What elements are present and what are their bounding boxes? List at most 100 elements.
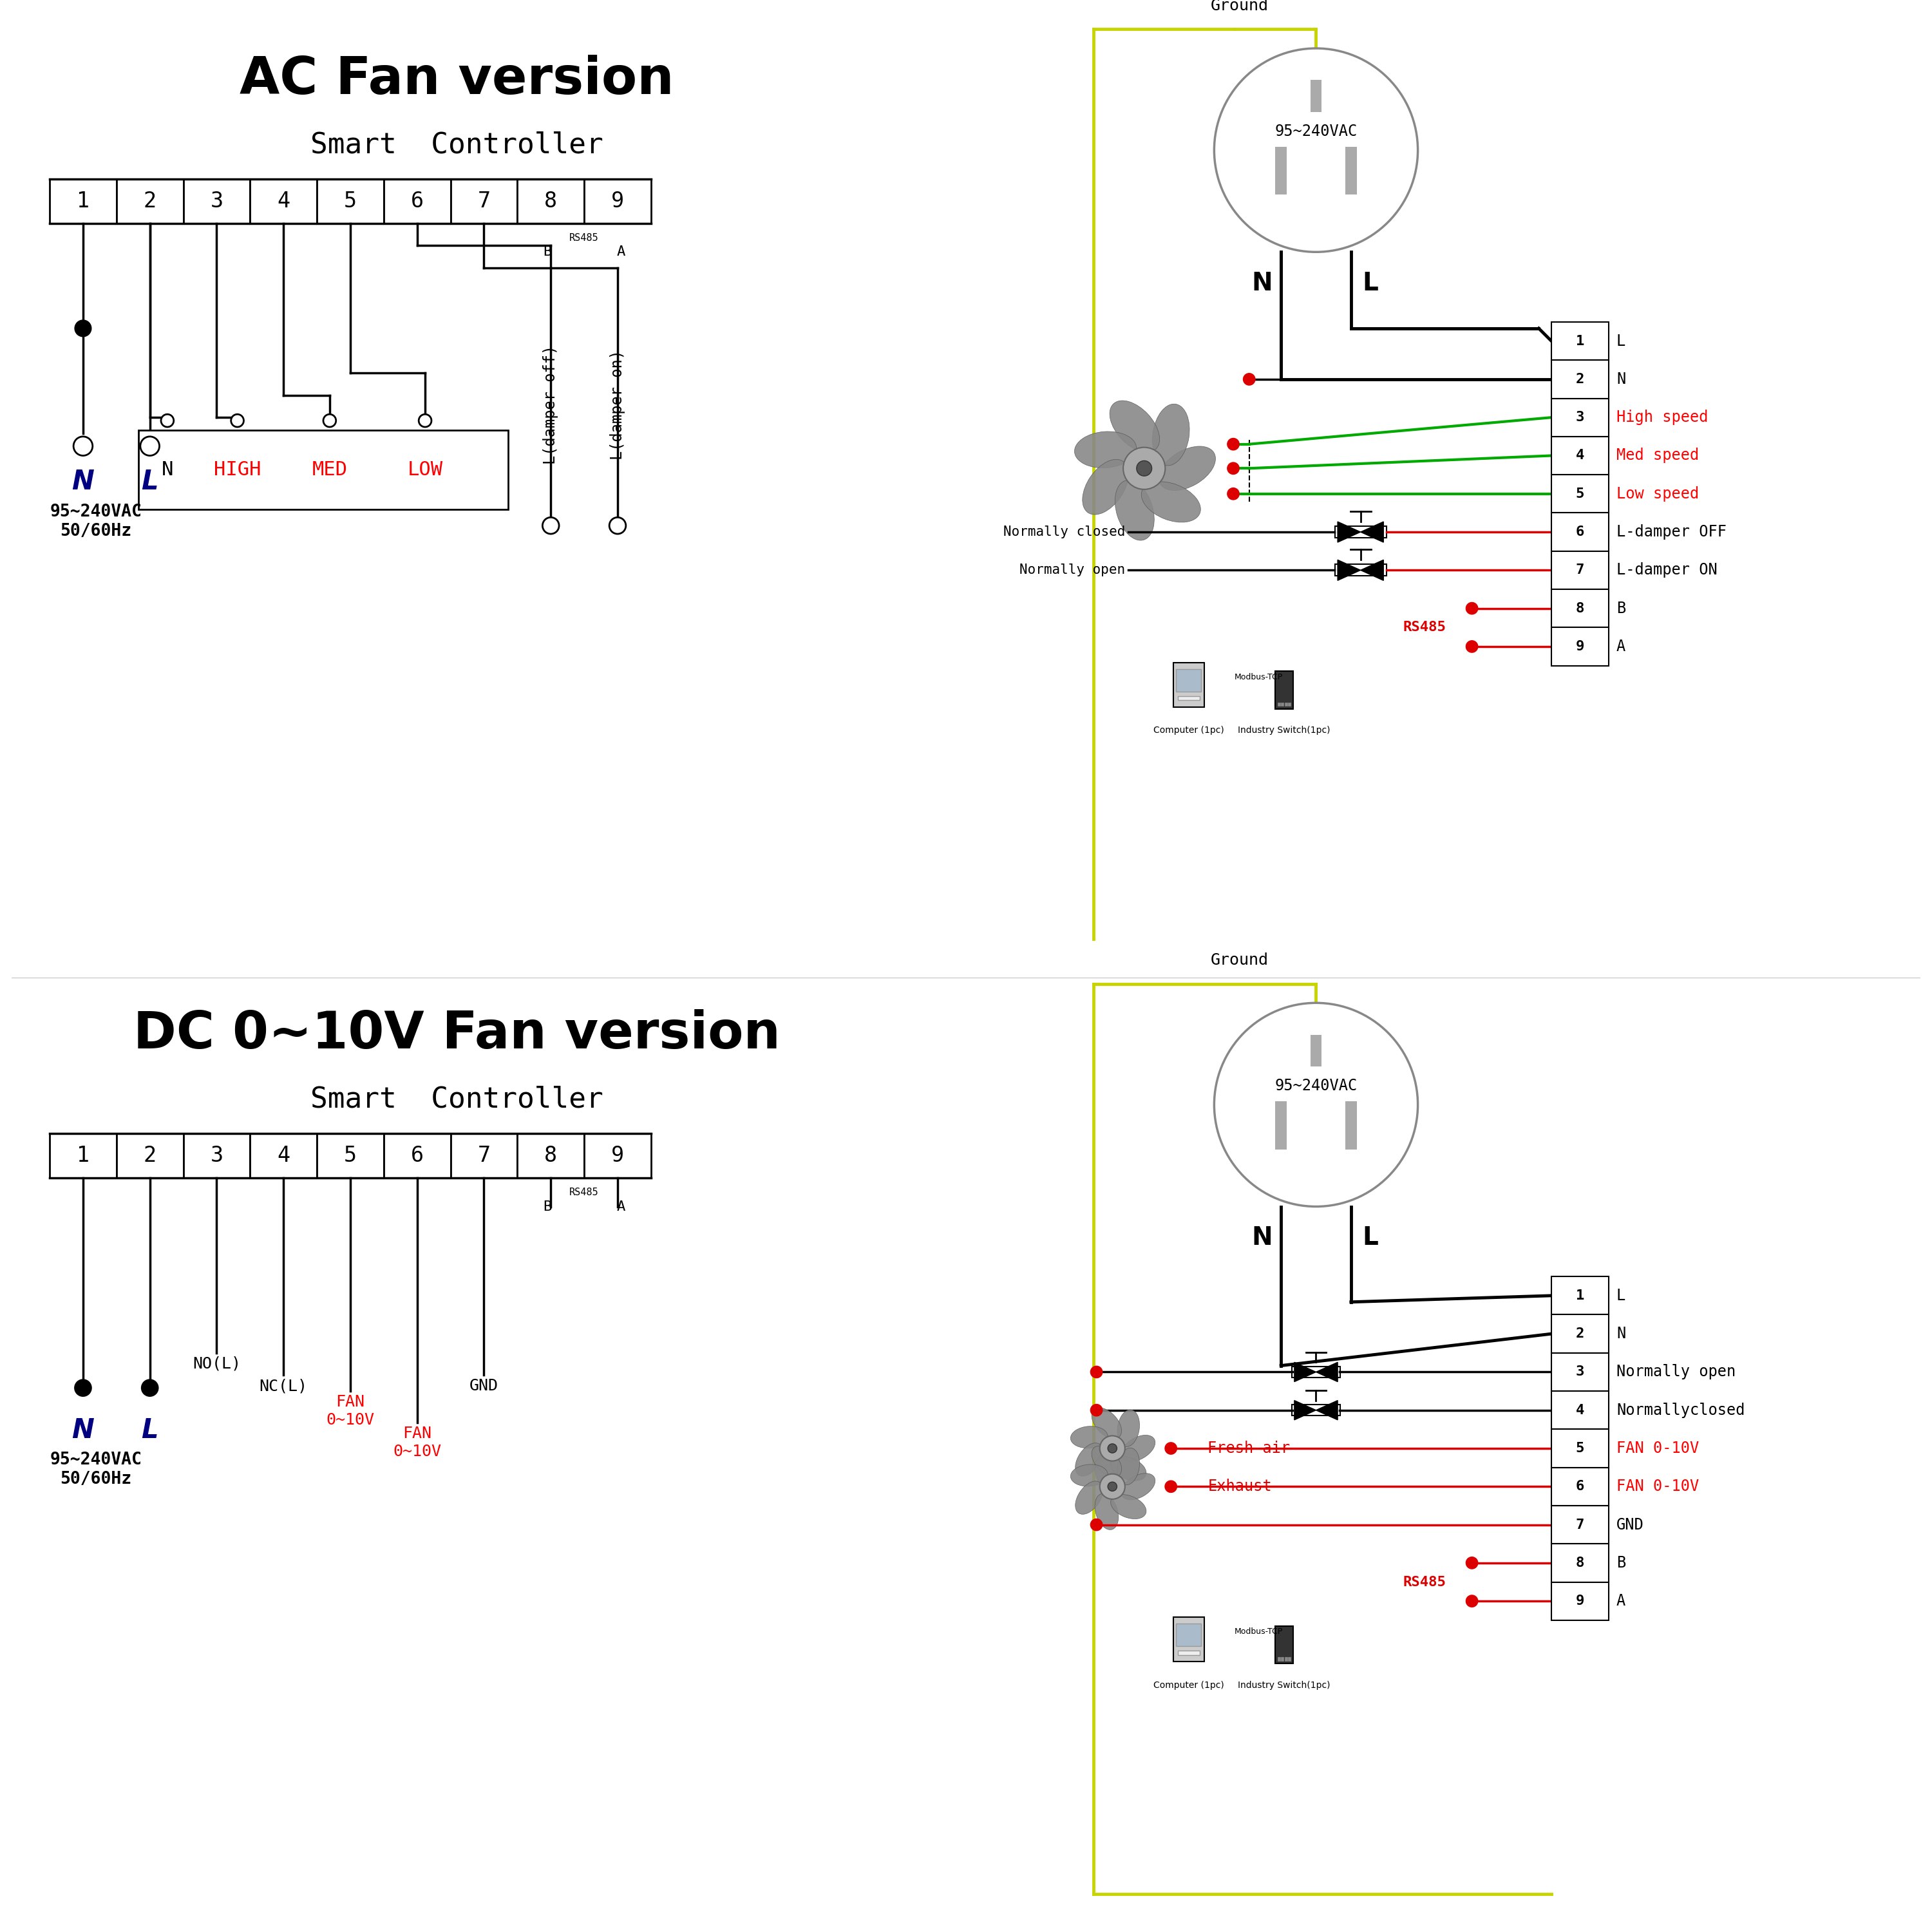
Ellipse shape bbox=[1082, 460, 1128, 514]
Polygon shape bbox=[1316, 1362, 1337, 1381]
Bar bbox=[1275, 147, 1287, 195]
Text: 5: 5 bbox=[344, 191, 357, 213]
Text: 1: 1 bbox=[1577, 1289, 1584, 1302]
Circle shape bbox=[1466, 639, 1478, 653]
Ellipse shape bbox=[1159, 446, 1215, 491]
Bar bbox=[450, 1134, 518, 1179]
Bar bbox=[184, 1134, 249, 1179]
Text: 3: 3 bbox=[1577, 1366, 1584, 1378]
Text: 4: 4 bbox=[276, 191, 290, 213]
Polygon shape bbox=[1316, 1401, 1337, 1420]
Text: NO(L): NO(L) bbox=[193, 1356, 242, 1372]
Bar bbox=[116, 1134, 184, 1179]
Text: N: N bbox=[1252, 1225, 1273, 1250]
Text: L(damper on): L(damper on) bbox=[611, 350, 626, 460]
Circle shape bbox=[141, 437, 160, 456]
Text: DC 0~10V Fan version: DC 0~10V Fan version bbox=[133, 1009, 781, 1059]
Text: Fresh air: Fresh air bbox=[1208, 1441, 1291, 1457]
Text: 8: 8 bbox=[545, 1146, 556, 1167]
Circle shape bbox=[73, 1379, 93, 1397]
Text: B: B bbox=[543, 1200, 553, 1213]
Bar bbox=[184, 180, 249, 224]
Text: Normally closed: Normally closed bbox=[1003, 526, 1124, 539]
Bar bbox=[1173, 663, 1204, 707]
Text: 1: 1 bbox=[77, 1146, 89, 1167]
Text: L(damper off): L(damper off) bbox=[543, 346, 558, 464]
Text: FAN
0~10V: FAN 0~10V bbox=[327, 1395, 375, 1428]
Circle shape bbox=[1227, 487, 1240, 500]
Bar bbox=[50, 180, 116, 224]
Text: 5: 5 bbox=[344, 1146, 357, 1167]
Text: GND: GND bbox=[1617, 1517, 1644, 1532]
Text: Industry Switch(1pc): Industry Switch(1pc) bbox=[1238, 726, 1331, 734]
Text: FAN 0-10V: FAN 0-10V bbox=[1617, 1478, 1698, 1493]
Circle shape bbox=[1090, 1519, 1103, 1530]
Text: N: N bbox=[71, 1416, 95, 1443]
Bar bbox=[1285, 1658, 1287, 1662]
Bar bbox=[249, 180, 317, 224]
Bar bbox=[1335, 564, 1387, 576]
Text: L: L bbox=[1617, 334, 1625, 350]
Bar bbox=[1281, 703, 1283, 705]
Ellipse shape bbox=[1115, 481, 1153, 541]
Ellipse shape bbox=[1111, 1495, 1146, 1519]
Bar bbox=[1277, 1658, 1281, 1662]
Text: Computer (1pc): Computer (1pc) bbox=[1153, 726, 1225, 734]
Bar bbox=[249, 1134, 317, 1179]
Circle shape bbox=[232, 413, 243, 427]
Bar bbox=[1310, 79, 1321, 112]
Bar bbox=[583, 180, 651, 224]
Text: L-damper OFF: L-damper OFF bbox=[1617, 524, 1727, 539]
Circle shape bbox=[73, 437, 93, 456]
Text: 6: 6 bbox=[412, 191, 423, 213]
Ellipse shape bbox=[1117, 1447, 1140, 1486]
Circle shape bbox=[419, 413, 431, 427]
Text: Modbus-TCP: Modbus-TCP bbox=[1235, 672, 1283, 682]
Text: L: L bbox=[1362, 270, 1378, 296]
Text: Modbus-TCP: Modbus-TCP bbox=[1235, 1627, 1283, 1636]
Text: 9: 9 bbox=[611, 1146, 624, 1167]
Text: Ground: Ground bbox=[1211, 0, 1269, 14]
Text: 9: 9 bbox=[1577, 1594, 1584, 1607]
Bar bbox=[1277, 703, 1281, 705]
Text: Computer (1pc): Computer (1pc) bbox=[1153, 1681, 1225, 1690]
Bar bbox=[116, 180, 184, 224]
Ellipse shape bbox=[1095, 1455, 1119, 1492]
Bar bbox=[518, 180, 583, 224]
Text: Ground: Ground bbox=[1211, 952, 1269, 968]
Circle shape bbox=[1227, 462, 1240, 475]
Text: 5: 5 bbox=[1577, 1441, 1584, 1455]
Text: A: A bbox=[616, 1200, 626, 1213]
Ellipse shape bbox=[1109, 400, 1159, 452]
Ellipse shape bbox=[1070, 1464, 1107, 1486]
Text: Smart  Controller: Smart Controller bbox=[311, 1086, 603, 1113]
Circle shape bbox=[1213, 48, 1418, 251]
Circle shape bbox=[1165, 1441, 1177, 1455]
Text: 2: 2 bbox=[1577, 1327, 1584, 1341]
Text: 4: 4 bbox=[276, 1146, 290, 1167]
Text: 1: 1 bbox=[77, 191, 89, 213]
Text: A: A bbox=[1617, 639, 1625, 655]
Text: LOW: LOW bbox=[408, 460, 442, 479]
Text: 4: 4 bbox=[1577, 448, 1584, 462]
Ellipse shape bbox=[1092, 1408, 1122, 1439]
Bar bbox=[1345, 1101, 1356, 1150]
Ellipse shape bbox=[1070, 1426, 1107, 1449]
Text: Med speed: Med speed bbox=[1617, 448, 1698, 464]
Text: 9: 9 bbox=[1577, 639, 1584, 653]
Circle shape bbox=[609, 518, 626, 533]
Bar bbox=[384, 180, 450, 224]
Text: L: L bbox=[141, 468, 158, 495]
Bar bbox=[1281, 1658, 1283, 1662]
Ellipse shape bbox=[1076, 1443, 1103, 1476]
Circle shape bbox=[1099, 1474, 1124, 1499]
Text: 2: 2 bbox=[143, 191, 156, 213]
Bar bbox=[1179, 696, 1200, 699]
Ellipse shape bbox=[1092, 1445, 1122, 1476]
Text: 7: 7 bbox=[1577, 564, 1584, 576]
Ellipse shape bbox=[1153, 404, 1190, 466]
Text: RS485: RS485 bbox=[570, 1188, 599, 1198]
Text: FAN
0~10V: FAN 0~10V bbox=[392, 1426, 440, 1459]
Ellipse shape bbox=[1111, 1457, 1146, 1480]
Circle shape bbox=[543, 518, 558, 533]
